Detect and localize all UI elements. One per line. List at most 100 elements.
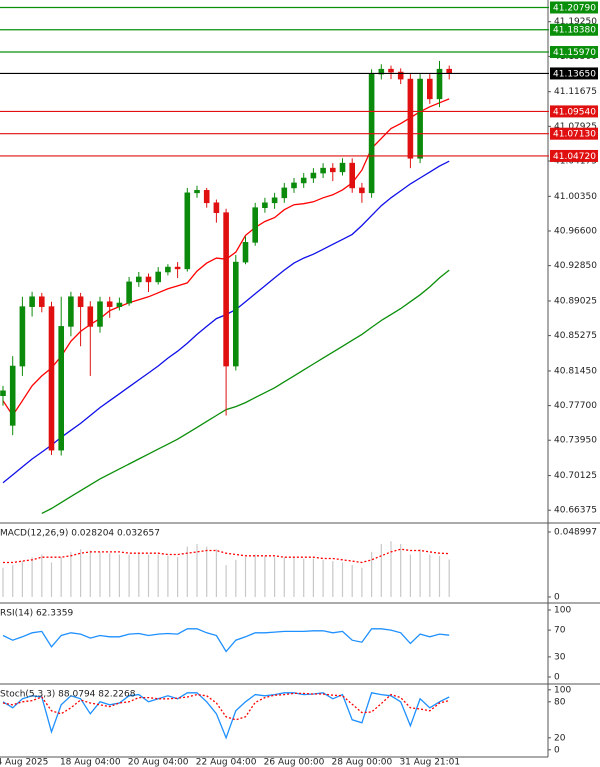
histogram-bar [283,557,285,597]
y-tick-label: 0.048997 [554,527,597,537]
candle-body [9,365,16,426]
histogram-bar [322,559,324,597]
candle-body [300,177,307,184]
y-tick-label: 40.85275 [554,331,597,341]
candle-body [446,68,453,74]
price-label: 41.20790 [553,3,596,13]
candle-body [165,266,171,273]
y-tick-label: 0 [554,745,560,755]
indicator-line [3,548,450,564]
histogram-bar [438,555,441,597]
histogram-bar [244,557,247,597]
indicator-label: Stoch(5,3,3) 88.0794 82.2268 [0,690,136,700]
histogram-bar [215,549,217,597]
indicator-label: MACD(12,26,9) 0.028204 0.032657 [0,529,160,539]
y-tick-label: 30 [554,652,566,662]
candle-body [291,182,297,189]
candle-body [58,326,65,451]
candle-body [359,187,365,194]
candle-body [19,306,26,367]
candle-body [87,306,94,327]
candle-body [203,190,210,204]
histogram-bar [50,562,53,597]
price-label: 41.04720 [553,152,596,162]
histogram-bar [380,543,382,597]
candle-body [417,78,423,159]
y-tick-label: 40.77700 [554,401,597,411]
histogram-bar [128,554,130,597]
candle-body [194,190,200,194]
histogram-bar [448,559,450,597]
candle-body [97,301,103,327]
histogram-bar [429,554,431,597]
histogram-bar [274,557,276,597]
histogram-bar [177,557,179,597]
candle-body [29,296,35,307]
histogram-bar [167,555,169,597]
candle-body [155,271,161,283]
candle-body [271,197,278,204]
histogram-bar [303,558,305,597]
candle-body [145,276,152,283]
candle-body [106,301,113,307]
candle-body [378,68,385,75]
candle-body [136,276,142,283]
x-tick-label: 26 Aug 00:00 [264,758,325,767]
histogram-bar [264,555,266,597]
histogram-bar [254,554,256,597]
candle-body [233,261,239,367]
y-tick-label: 41.00350 [554,192,597,202]
histogram-bar [293,557,295,597]
y-tick-label: 40.96600 [554,226,597,236]
y-tick-label: 80 [554,697,566,707]
candle-body [223,212,229,367]
histogram-bar [80,549,82,597]
candle-body [38,296,45,307]
y-tick-label: 41.07925 [554,122,597,132]
price-label-box [550,1,598,14]
candle-body [310,172,317,179]
candle-body [388,68,394,73]
price-label: 41.07130 [553,130,596,140]
histogram-bar [138,553,140,597]
price-label: 41.13650 [553,69,596,79]
histogram-bar [419,549,421,597]
price-label-box [550,149,598,162]
histogram-bar [157,554,159,597]
candle-body [426,78,433,100]
price-label-box [550,46,598,59]
y-tick-label: 40.81450 [554,366,597,376]
x-tick-label: 18 Aug 04:00 [60,758,121,767]
y-tick-label: 100 [554,606,571,616]
histogram-bar [41,554,43,597]
y-tick-label: 40.66375 [554,506,597,516]
candle-body [320,167,326,174]
y-tick-label: 41.11675 [554,87,597,97]
candle-body [252,207,258,243]
x-tick-label: 22 Aug 04:00 [196,758,257,767]
histogram-bar [118,554,120,597]
candle-body [77,296,84,308]
histogram-bar [351,565,353,597]
candle-body [262,202,268,208]
histogram-bar [196,543,198,597]
candle-body [184,192,191,270]
price-label-box [550,23,598,36]
candle-body [242,242,249,263]
histogram-bar [409,554,411,597]
histogram-bar [341,562,344,597]
price-label-box [550,127,598,140]
candle-body [339,162,346,173]
histogram-bar [186,546,188,597]
x-tick-label: 20 Aug 04:00 [128,758,189,767]
y-tick-label: 0 [554,592,560,602]
histogram-bar [31,557,33,597]
indicator-line [2,692,450,721]
candle-body [68,296,74,327]
candle-body [48,306,55,451]
histogram-bar [109,553,111,597]
histogram-bar [225,565,227,597]
y-tick-label: 40.89025 [554,296,597,306]
